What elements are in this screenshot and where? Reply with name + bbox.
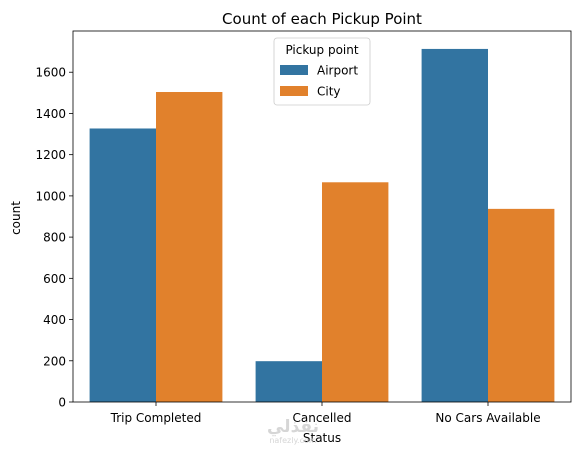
x-axis-label: Status: [303, 431, 341, 445]
y-axis-label: count: [9, 201, 23, 235]
x-tick-label-2: No Cars Available: [435, 411, 540, 425]
bar-airport-2: [421, 48, 488, 403]
y-tick-label-2: 400: [43, 313, 66, 327]
y-tick-label-0: 0: [58, 396, 66, 410]
bar-city-2: [488, 208, 555, 402]
y-tick-label-8: 1600: [35, 66, 66, 80]
legend-swatch-city: [280, 86, 308, 96]
legend-swatch-airport: [280, 65, 308, 75]
y-tick-label-1: 200: [43, 354, 66, 368]
plot-frame: [72, 30, 572, 403]
bar-airport-0: [89, 128, 156, 403]
y-tick-label-3: 600: [43, 272, 66, 286]
legend-label-city: City: [317, 85, 341, 99]
y-tick-label-7: 1400: [35, 107, 66, 121]
bar-airport-1: [255, 361, 322, 402]
x-axis: Trip Completed Cancelled No Cars Available: [110, 402, 541, 425]
legend: Pickup point Airport City: [273, 37, 371, 106]
chart-title: Count of each Pickup Point: [222, 10, 422, 28]
bar-city-1: [322, 182, 389, 402]
x-tick-label-0: Trip Completed: [110, 411, 202, 425]
x-tick-label-1: Cancelled: [293, 411, 352, 425]
bar-city-0: [156, 92, 223, 402]
y-axis: 0 200 400 600 800 1000 1200 1400 1600: [35, 66, 73, 410]
y-tick-label-4: 800: [43, 231, 66, 245]
y-tick-label-5: 1000: [35, 189, 66, 203]
plot-border: [72, 30, 572, 403]
legend-title: Pickup point: [285, 43, 358, 57]
legend-label-airport: Airport: [317, 64, 358, 78]
bars-group: [89, 48, 555, 403]
y-tick-label-6: 1200: [35, 148, 66, 162]
